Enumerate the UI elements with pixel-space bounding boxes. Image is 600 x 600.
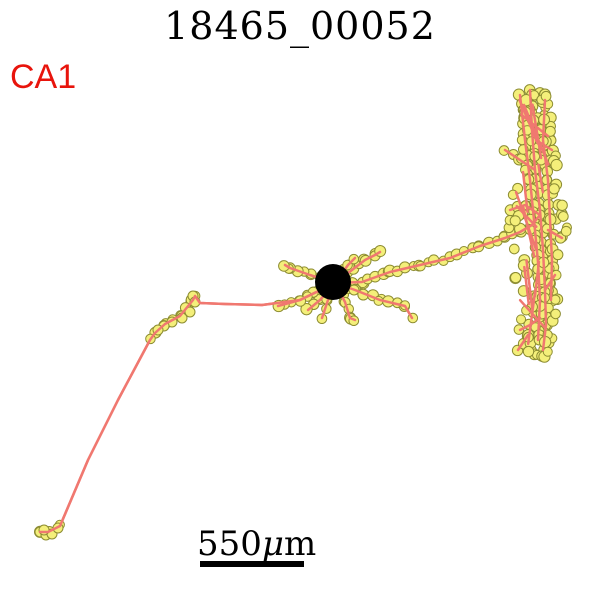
neurite-segment [525,259,534,311]
neurite-node [556,199,568,212]
neurite-node [510,272,522,284]
neurite-node [300,303,313,316]
neurite-segment [528,88,548,352]
neurite-segment [546,228,564,240]
neurite-segment [333,213,542,285]
neurite-node [560,225,572,237]
neurite-segment [518,98,540,145]
neurite-node [542,346,553,357]
neurite-segment [508,203,542,217]
neurite-node [184,306,196,318]
neurite-node [550,308,561,320]
neurite-node [548,183,560,195]
scale-bar [200,561,304,567]
neurite-segment [514,190,538,251]
neurite-segment [522,103,550,166]
neurite-node [38,524,50,536]
scale-bar-label: 550μm [197,524,316,564]
neurite-node [516,314,527,325]
neurite-segment [518,93,542,342]
scale-unit-prefix: μ [261,524,285,564]
neurite-segment [516,333,530,352]
neurite-node [544,125,556,137]
neurite-nodes [33,84,572,541]
neurite-node [278,260,290,272]
neurite-segment [503,148,537,172]
neurite-node [557,211,569,222]
neurite-segment [515,204,538,228]
neurite-segment [38,281,337,534]
neurite-node [508,243,520,255]
scale-unit-suffix: m [284,524,317,564]
neurite-node [509,215,521,227]
scale-value: 550 [197,524,262,564]
soma [315,264,351,300]
neurite-segment [543,273,557,292]
neurite-node [552,249,564,261]
neurite-segment [523,265,530,306]
neuron-id-title: 18465_00052 [164,4,436,48]
neurite-segment [531,103,543,160]
region-label: CA1 [10,58,77,96]
neurite-segment [526,288,537,346]
neurite-segment [333,250,382,285]
neurite-segment [38,281,337,534]
neurite-segment [537,163,545,194]
neurite-node [550,158,563,172]
neurite-segment [521,170,529,213]
neurite-node [522,345,535,358]
